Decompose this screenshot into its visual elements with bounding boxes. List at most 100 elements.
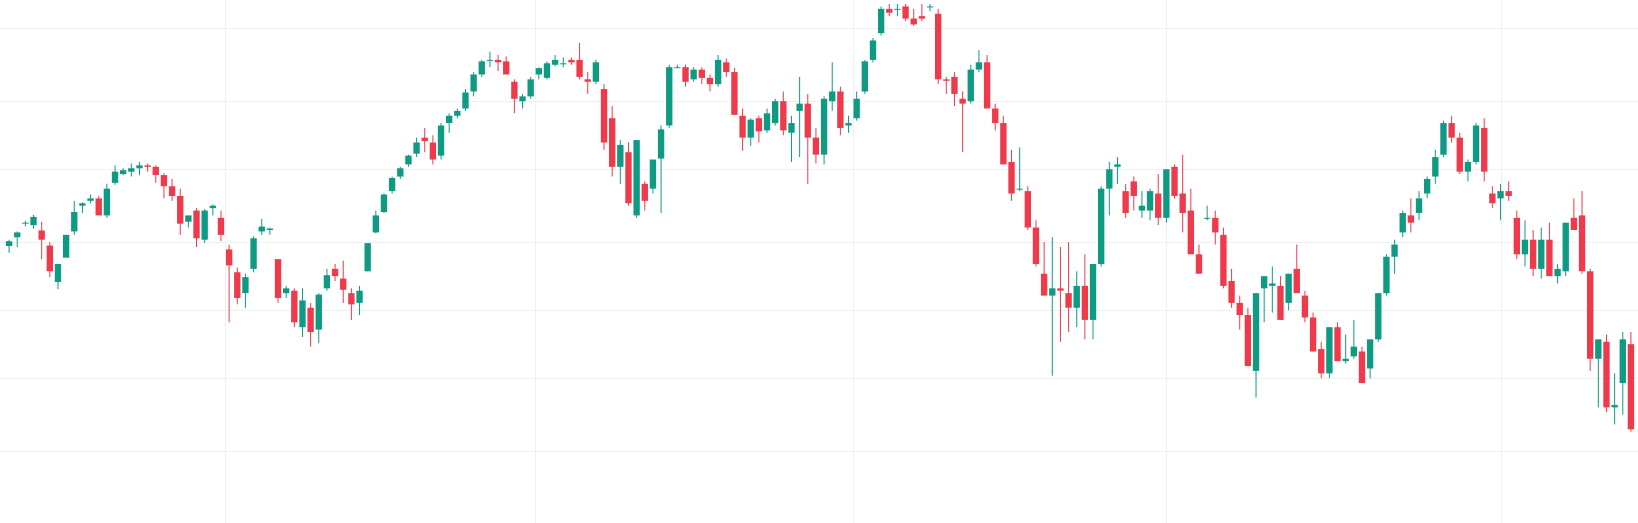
candle-15 [128,163,135,177]
candle-body-up [771,101,779,124]
candle-body-down [1236,302,1243,316]
candle-87 [714,55,722,87]
candle-149 [1220,227,1227,289]
candle-37 [307,302,314,347]
candle-145 [1187,188,1195,255]
candle-body-up [543,63,551,78]
candle-body-up [1106,169,1113,189]
candle-body-up [657,129,665,159]
candle-91 [747,118,754,146]
candle-body-down [95,198,102,216]
candle-body-up [690,69,697,80]
candle-body-up [299,300,306,328]
candle-body-down [812,137,820,155]
candle-body-down [1179,193,1186,213]
candle-33 [274,259,282,303]
candle-body-up [1252,293,1260,371]
candle-23 [193,208,200,247]
candle-41 [340,260,347,303]
candle-62 [511,79,518,114]
candle-body-up [1114,164,1121,167]
candle-26 [217,210,225,242]
candle-118 [967,64,974,104]
candle-layer [5,4,1635,432]
candle-body-down [217,217,225,235]
candle-154 [1260,276,1268,323]
candle-147 [1203,205,1211,221]
candle-29 [242,273,249,308]
candle-5 [46,242,54,278]
candle-90 [739,108,746,151]
candle-body-down [46,245,54,272]
candle-body-up [454,110,461,116]
candle-body-down [234,272,241,299]
candle-28 [234,267,241,305]
candle-45 [372,210,380,234]
candle-49 [405,154,412,167]
candle-body-down [934,13,942,80]
candle-89 [731,68,738,115]
candle-body-up [405,155,412,165]
candle-158 [1293,244,1300,294]
candle-159 [1301,290,1309,323]
candle-162 [1326,327,1333,379]
candle-body-down [1122,191,1129,213]
candle-106 [869,38,877,63]
candle-body-down [698,69,706,78]
candle-188 [1538,227,1545,279]
candle-body-up [1375,293,1382,340]
candle-79 [649,159,657,194]
candle-185 [1513,210,1521,260]
candle-body-up [445,115,453,124]
candle-body-up [282,288,290,294]
candle-83 [682,64,689,87]
candle-0 [5,239,13,253]
candle-body-up [1073,285,1080,308]
candle-body-down [1578,215,1586,272]
candle-76 [625,142,632,206]
candle-170 [1391,239,1398,274]
candle-body-up [747,119,754,138]
candle-body-down [910,18,917,25]
candle-116 [951,72,958,107]
candle-body-down [1546,239,1553,277]
candle-3 [30,214,37,229]
candle-body-up [103,188,111,216]
candle-126 [1032,220,1040,267]
candle-body-up [62,234,70,258]
candle-189 [1546,222,1553,277]
candle-body-up [1203,217,1211,219]
candle-105 [861,59,869,94]
candle-31 [258,218,265,235]
candle-36 [299,288,306,337]
candle-171 [1399,210,1406,238]
candle-108 [886,4,893,17]
candle-14 [119,168,127,176]
candle-body-up [877,8,885,34]
candle-72 [592,59,600,85]
candle-114 [934,8,942,85]
candle-54 [445,113,453,133]
candle-124 [1016,147,1023,192]
candle-142 [1163,169,1170,223]
candle-176 [1440,120,1447,158]
candle-body-up [1260,276,1268,289]
candle-127 [1040,242,1048,296]
candle-body-up [1538,239,1545,269]
candle-64 [527,76,534,99]
candle-body-up [1342,358,1349,362]
candle-body-down [1301,295,1309,318]
candle-body-up [845,123,852,126]
candle-117 [959,91,966,153]
candle-55 [454,108,461,119]
candle-body-down [1481,127,1488,172]
candle-195 [1595,339,1602,408]
candle-25 [209,204,217,216]
candle-56 [462,89,469,111]
candle-body-down [340,278,347,290]
candle-184 [1505,181,1512,201]
candle-body-down [568,59,575,63]
candle-body-up [1464,161,1472,172]
candle-150 [1228,268,1235,308]
candle-body-up [1138,205,1146,211]
